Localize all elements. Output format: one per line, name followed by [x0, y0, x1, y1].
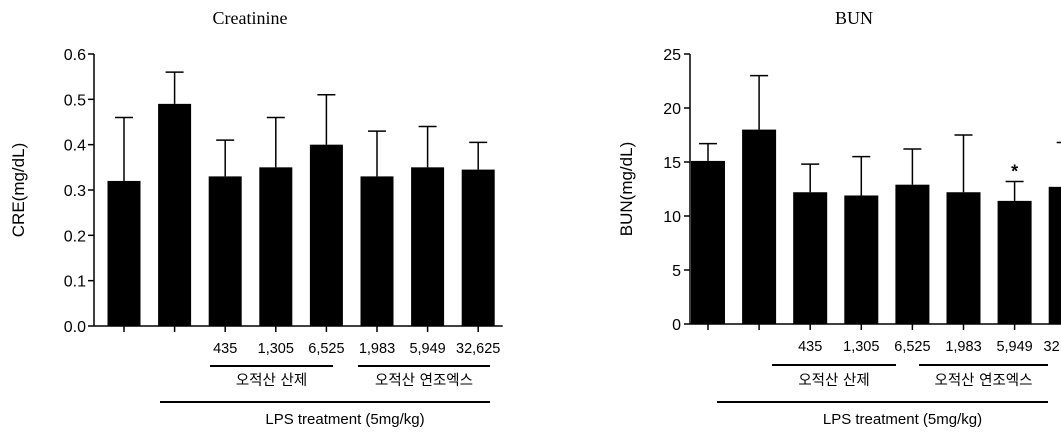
x-tick-label: 1,305	[843, 339, 879, 355]
group-label: 오적산 산제	[236, 372, 307, 389]
treatment-label: LPS treatment (5mg/kg)	[265, 411, 424, 428]
x-tick-label: 435	[213, 341, 237, 357]
x-tick-label: 32,625	[456, 341, 500, 357]
y-tick-label: 0	[672, 317, 681, 334]
x-tick-label: 1,305	[258, 341, 294, 357]
bar	[309, 144, 343, 326]
x-tick-label: 435	[798, 339, 822, 355]
bar	[742, 129, 777, 324]
y-axis-label: BUN(mg/dL)	[617, 142, 636, 236]
y-tick-label: 0.5	[64, 92, 86, 109]
bar	[844, 195, 879, 324]
x-tick-label: 5,949	[996, 339, 1032, 355]
bar	[946, 192, 981, 324]
y-tick-label: 5	[672, 263, 681, 280]
bar	[691, 160, 725, 324]
bar	[259, 167, 293, 326]
bar	[411, 167, 445, 326]
bar	[997, 200, 1032, 324]
bar	[208, 176, 242, 326]
bar	[107, 180, 141, 326]
bar	[158, 103, 192, 326]
y-tick-label: 0.3	[64, 183, 86, 200]
y-tick-label: 20	[663, 101, 681, 118]
x-tick-label: 1,983	[945, 339, 981, 355]
bar	[360, 176, 394, 326]
bar	[895, 184, 930, 324]
treatment-label: LPS treatment (5mg/kg)	[823, 411, 982, 428]
y-tick-label: 0.4	[64, 138, 86, 155]
y-tick-label: 10	[663, 209, 681, 226]
x-tick-label: 5,949	[409, 341, 445, 357]
bar	[1048, 186, 1061, 324]
group-label: 오적산 산제	[798, 372, 869, 389]
y-axis-label: CRE(mg/dL)	[9, 143, 28, 237]
bar	[793, 192, 828, 324]
x-tick-label: 6,525	[894, 339, 930, 355]
bun-chart: BUN BUN(mg/dL) 0 5 10 15 20 25 435 1,305 6,525 1,98…	[617, 8, 1061, 428]
group-label: 오적산 연조엑스	[375, 372, 473, 389]
significance-marker: *	[1011, 161, 1018, 181]
creatinine-chart: Creatinine CRE(mg/dL) 0.0 0.1 0.2 0.3 0.4 0.5 0.…	[9, 8, 503, 428]
x-tick-label: 6,525	[308, 341, 344, 357]
y-tick-label: 0.1	[64, 274, 86, 291]
y-tick-label: 0.0	[64, 319, 86, 336]
group-label: 오적산 연조엑스	[935, 372, 1033, 389]
y-tick-label: 25	[663, 47, 681, 64]
y-tick-label: 0.2	[64, 228, 86, 245]
x-tick-label: 32,625	[1044, 339, 1061, 355]
x-tick-label: 1,983	[359, 341, 395, 357]
y-tick-label: 0.6	[64, 47, 86, 64]
chart-title: Creatinine	[213, 8, 288, 28]
bar	[461, 169, 495, 326]
y-tick-label: 15	[663, 155, 681, 172]
chart-title: BUN	[835, 8, 873, 28]
